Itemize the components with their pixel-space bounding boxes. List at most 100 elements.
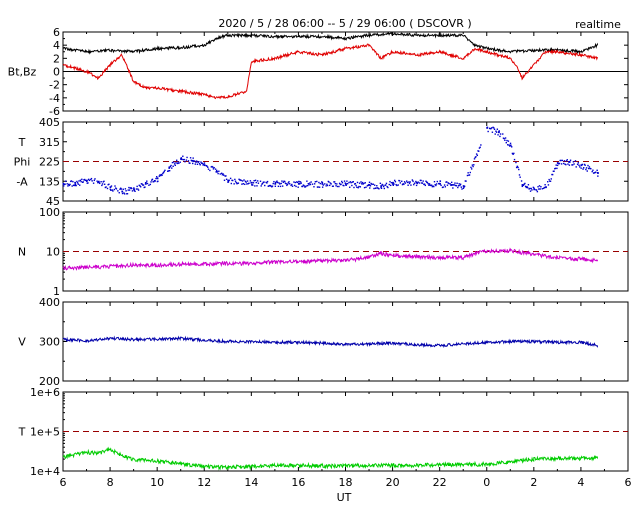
phi-point [429, 184, 431, 186]
phi-point [101, 183, 104, 185]
phi-point [220, 172, 223, 174]
phi-point [338, 185, 340, 188]
phi-point [91, 180, 93, 182]
phi-point [155, 177, 157, 180]
phi-point [203, 162, 206, 164]
phi-point [395, 183, 397, 186]
phi-anchor-point [74, 181, 77, 184]
phi-point [506, 144, 509, 146]
phi-point [346, 180, 348, 182]
phi-point [293, 184, 296, 187]
magnetic-ytick-label: -2 [49, 79, 60, 92]
phi-point [184, 161, 186, 163]
phi-point [428, 184, 430, 186]
density-ytick-label: 100 [39, 206, 60, 219]
phi-point [419, 179, 422, 182]
phi-point [597, 175, 599, 177]
phi-point [304, 186, 306, 188]
phi-point [278, 182, 280, 184]
phi-ylabel-line: Phi [14, 156, 31, 169]
phi-point [257, 182, 260, 184]
phi-point [524, 185, 527, 188]
phi-point [179, 161, 181, 163]
phi-point [103, 180, 105, 182]
phi-point [498, 130, 500, 132]
phi-point [281, 180, 283, 182]
phi-point [353, 186, 355, 189]
phi-point [187, 160, 190, 162]
phi-point [331, 185, 334, 187]
panel-temperature: 1e+6 1e+5 1e+4 T [18, 386, 629, 478]
phi-point [157, 180, 159, 183]
phi-point [522, 184, 525, 186]
phi-point [316, 186, 319, 188]
magnetic-ytick-label: 6 [53, 26, 60, 39]
phi-point [134, 190, 136, 193]
phi-point [261, 182, 264, 185]
phi-point [423, 183, 425, 186]
phi-point [263, 181, 265, 183]
phi-point [149, 183, 152, 186]
phi-point [161, 174, 163, 176]
phi-point [351, 184, 353, 187]
phi-point [269, 184, 272, 187]
phi-point [287, 182, 289, 184]
phi-point [151, 179, 153, 181]
phi-point [311, 183, 314, 185]
phi-point [513, 152, 515, 155]
phi-point [211, 165, 213, 168]
phi-point [526, 186, 528, 188]
phi-point [583, 163, 586, 166]
phi-point [396, 184, 398, 187]
phi-point [468, 174, 470, 176]
x-tick-label: 12 [197, 476, 211, 489]
phi-point [327, 180, 330, 183]
phi-point [538, 188, 540, 190]
phi-point [254, 185, 256, 187]
phi-point [173, 163, 176, 165]
phi-point [93, 179, 96, 182]
phi-point [540, 186, 542, 188]
phi-point [92, 182, 95, 184]
phi-point [379, 182, 382, 185]
phi-point [336, 183, 338, 185]
phi-point [350, 181, 352, 184]
phi-point [426, 181, 428, 183]
phi-point [462, 187, 465, 190]
phi-point [360, 181, 362, 183]
phi-point [103, 183, 106, 185]
phi-point [592, 172, 595, 174]
phi-point [196, 160, 198, 162]
phi-point [564, 163, 566, 165]
phi-point [128, 186, 130, 189]
phi-point [324, 183, 326, 185]
phi-point [513, 158, 516, 161]
phi-point [499, 135, 501, 138]
phi-point [119, 187, 122, 189]
phi-point [345, 184, 347, 186]
phi-point [301, 185, 304, 188]
x-tick-label: 2 [530, 476, 537, 489]
phi-point [460, 186, 463, 188]
phi-point [303, 184, 305, 187]
phi-point [417, 181, 419, 183]
phi-point [443, 184, 446, 186]
phi-point [567, 163, 569, 165]
phi-point [189, 162, 191, 164]
phi-point [136, 185, 138, 188]
phi-point [219, 173, 221, 175]
phi-point [86, 182, 88, 184]
phi-point [496, 128, 499, 130]
phi-point [349, 186, 351, 188]
phi-point [357, 186, 359, 189]
phi-point [406, 181, 409, 184]
phi-point [195, 161, 197, 164]
phi-point [425, 180, 427, 182]
phi-point [125, 190, 127, 192]
phi-point [314, 181, 317, 183]
phi-point [171, 161, 174, 164]
phi-point [167, 170, 170, 172]
phi-point [229, 177, 232, 180]
phi-point [495, 130, 497, 132]
phi-point [551, 173, 554, 176]
